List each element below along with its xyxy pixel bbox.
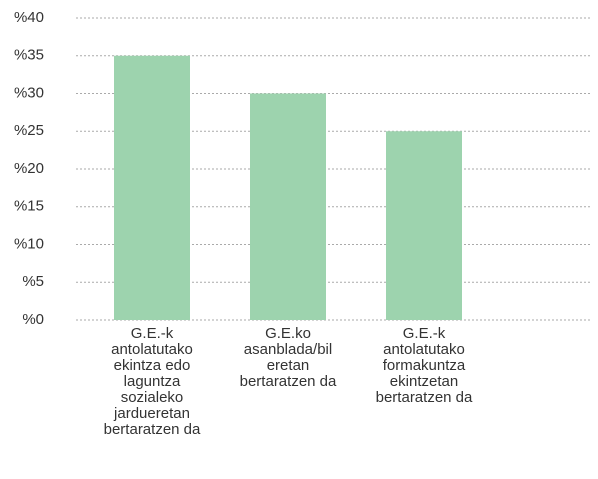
x-tick-label: antolatutako [383, 341, 465, 358]
x-tick-label: bertaratzen da [104, 421, 201, 438]
x-tick-label: ekintzetan [390, 373, 458, 390]
y-tick-label: %25 [14, 122, 44, 139]
x-tick-label: sozialeko [121, 389, 184, 406]
x-tick-label: jardueretan [113, 405, 190, 422]
bar [250, 93, 326, 320]
y-tick-label: %5 [22, 273, 44, 290]
x-tick-label: G.E.ko [265, 325, 311, 342]
x-tick-label: bertaratzen da [240, 373, 337, 390]
y-tick-label: %15 [14, 198, 44, 215]
y-tick-label: %0 [22, 311, 44, 328]
x-tick-label: ekintza edo [114, 357, 191, 374]
x-tick-label: bertaratzen da [376, 389, 473, 406]
x-tick-label: G.E.-k [403, 325, 446, 342]
x-tick-label: laguntza [124, 373, 181, 390]
y-tick-label: %40 [14, 9, 44, 26]
y-tick-label: %30 [14, 84, 44, 101]
x-tick-label: asanblada/bil [244, 341, 332, 358]
x-tick-label: eretan [267, 357, 310, 374]
bar [114, 55, 190, 320]
y-tick-label: %20 [14, 160, 44, 177]
x-tick-label: formakuntza [383, 357, 466, 374]
x-tick-label: G.E.-k [131, 325, 174, 342]
x-tick-label: antolatutako [111, 341, 193, 358]
y-tick-label: %35 [14, 47, 44, 64]
y-tick-label: %10 [14, 235, 44, 252]
bar [386, 131, 462, 320]
